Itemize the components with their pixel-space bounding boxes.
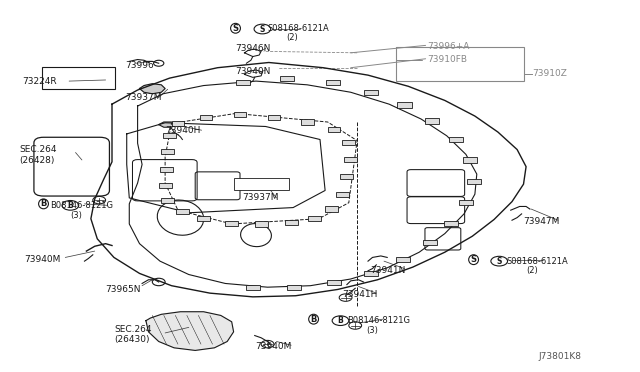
Text: 73947M: 73947M	[524, 217, 560, 226]
Bar	[444, 221, 458, 226]
Text: (2): (2)	[526, 266, 538, 275]
Text: 73940M: 73940M	[255, 342, 291, 351]
Text: S08168-6121A: S08168-6121A	[507, 257, 568, 266]
Bar	[163, 133, 176, 138]
Bar	[301, 119, 314, 125]
Text: 73937M: 73937M	[125, 93, 161, 102]
Bar	[308, 216, 321, 221]
Bar	[197, 216, 210, 221]
Bar	[342, 140, 355, 145]
Bar	[161, 198, 174, 203]
Text: B: B	[40, 199, 47, 208]
Text: 73937M: 73937M	[242, 193, 278, 202]
Text: 73224R: 73224R	[22, 77, 56, 86]
Bar	[449, 137, 463, 142]
Text: 73941N: 73941N	[370, 266, 405, 275]
Text: 73996+A: 73996+A	[428, 42, 470, 51]
Text: (3): (3)	[366, 326, 378, 335]
Bar	[336, 192, 349, 197]
Text: 73965N: 73965N	[106, 285, 141, 294]
FancyBboxPatch shape	[234, 178, 289, 190]
Text: S08168-6121A: S08168-6121A	[268, 24, 329, 33]
Text: SEC.264: SEC.264	[114, 325, 152, 334]
Bar	[463, 157, 477, 163]
Polygon shape	[159, 122, 176, 127]
Bar	[364, 271, 378, 276]
Bar	[268, 115, 280, 120]
Bar	[396, 257, 410, 262]
Bar	[176, 209, 189, 214]
Text: 73910FB: 73910FB	[428, 55, 468, 64]
Text: S: S	[470, 255, 477, 264]
Bar	[397, 102, 412, 108]
Text: 73940N: 73940N	[236, 67, 271, 76]
Bar	[246, 285, 260, 290]
Text: B: B	[310, 315, 317, 324]
Text: 73940H: 73940H	[165, 126, 200, 135]
Bar	[160, 167, 173, 172]
Text: (3): (3)	[70, 211, 83, 219]
Bar	[159, 183, 172, 188]
Bar	[225, 221, 238, 226]
Text: S: S	[260, 25, 265, 33]
Text: 73996: 73996	[125, 61, 154, 70]
Polygon shape	[146, 312, 234, 350]
Bar	[328, 127, 340, 132]
Bar	[280, 76, 294, 81]
Bar	[234, 112, 246, 117]
Bar	[285, 220, 298, 225]
Text: 73910Z: 73910Z	[532, 69, 567, 78]
Bar	[364, 90, 378, 95]
Text: S: S	[232, 24, 239, 33]
Text: J73801K8: J73801K8	[539, 352, 582, 361]
Bar	[340, 174, 353, 179]
Text: B08146-8121G: B08146-8121G	[50, 201, 113, 210]
Bar	[327, 280, 341, 285]
Bar	[423, 240, 437, 245]
Text: B: B	[338, 316, 343, 325]
Text: 73941H: 73941H	[342, 290, 378, 299]
Bar	[459, 200, 473, 205]
Bar	[172, 121, 184, 126]
Bar	[255, 221, 268, 227]
Polygon shape	[140, 84, 165, 94]
Bar	[42, 67, 115, 89]
Bar	[425, 118, 439, 124]
Text: (2): (2)	[287, 33, 298, 42]
Bar	[467, 179, 481, 184]
Text: S: S	[497, 257, 502, 266]
Bar	[161, 149, 174, 154]
Bar	[326, 80, 340, 85]
Text: B08146-8121G: B08146-8121G	[347, 316, 410, 325]
Text: B: B	[68, 201, 73, 210]
Bar	[287, 285, 301, 290]
Bar	[325, 206, 338, 212]
Bar	[344, 157, 357, 162]
Bar	[236, 80, 250, 85]
Bar	[200, 115, 212, 120]
Text: (26428): (26428)	[19, 156, 54, 165]
Text: SEC.264: SEC.264	[19, 145, 57, 154]
Bar	[396, 47, 524, 81]
Text: 73940M: 73940M	[24, 255, 61, 264]
Text: (26430): (26430)	[114, 335, 149, 344]
Text: 73946N: 73946N	[236, 44, 271, 53]
